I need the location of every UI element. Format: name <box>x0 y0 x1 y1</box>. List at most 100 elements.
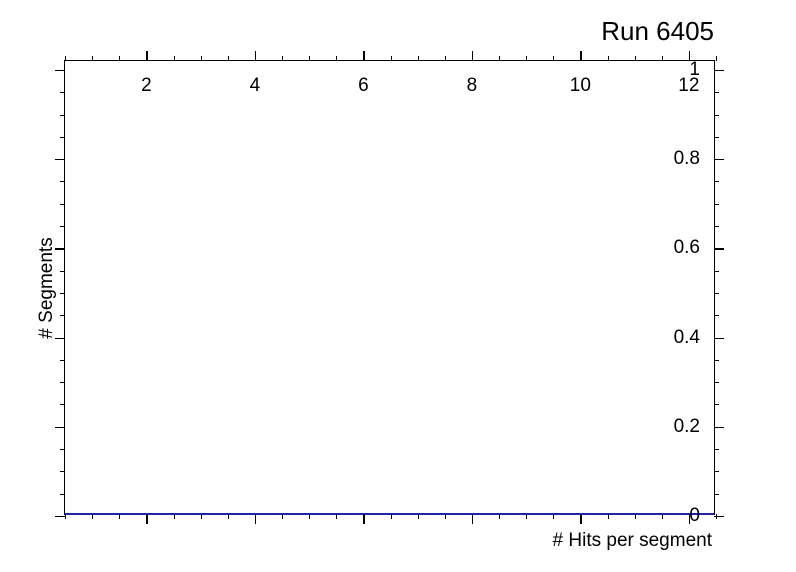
x-axis-minor-tick-top <box>716 56 717 61</box>
x-axis-major-tick <box>689 514 690 524</box>
x-axis-minor-tick <box>526 514 527 519</box>
x-axis-minor-tick <box>391 514 392 519</box>
x-axis-major-tick-top <box>255 51 256 61</box>
x-axis-minor-tick <box>635 514 636 519</box>
y-axis-major-tick-right <box>714 338 724 339</box>
y-axis-major-tick <box>55 338 65 339</box>
y-axis-minor-tick-right <box>714 382 719 383</box>
x-axis-minor-tick <box>336 514 337 519</box>
x-axis-minor-tick <box>418 514 419 519</box>
x-axis-major-tick <box>580 514 581 524</box>
y-axis-minor-tick-right <box>714 137 719 138</box>
x-axis-minor-tick-top <box>418 56 419 61</box>
x-axis-minor-tick <box>282 514 283 519</box>
y-axis-tick-label: 0.2 <box>674 416 700 438</box>
x-axis-major-tick <box>146 514 147 524</box>
chart-title: Run 6405 <box>601 16 714 47</box>
x-axis-minor-tick-top <box>228 56 229 61</box>
y-axis-minor-tick-right <box>714 494 719 495</box>
y-axis-minor-tick <box>60 449 65 450</box>
x-axis-minor-tick <box>662 514 663 519</box>
y-axis-major-tick <box>55 427 65 428</box>
y-axis-minor-tick-right <box>714 115 719 116</box>
y-axis-major-tick <box>55 516 65 517</box>
y-axis-minor-tick-right <box>714 181 719 182</box>
x-axis-minor-tick-top <box>553 56 554 61</box>
y-axis-minor-tick-right <box>714 471 719 472</box>
y-axis-minor-tick-right <box>714 404 719 405</box>
x-axis-minor-tick-top <box>65 56 66 61</box>
x-axis-minor-tick <box>716 514 717 519</box>
y-axis-minor-tick-right <box>714 271 719 272</box>
y-axis-minor-tick-right <box>714 204 719 205</box>
y-axis-major-tick-right <box>714 427 724 428</box>
x-axis-minor-tick-top <box>336 56 337 61</box>
y-axis-tick-label: 0.6 <box>674 237 700 259</box>
y-axis-minor-tick <box>60 137 65 138</box>
x-axis-minor-tick-top <box>119 56 120 61</box>
x-axis-minor-tick <box>608 514 609 519</box>
x-axis-minor-tick-top <box>92 56 93 61</box>
x-axis-minor-tick-top <box>526 56 527 61</box>
x-axis-minor-tick <box>174 514 175 519</box>
y-axis-minor-tick <box>60 92 65 93</box>
x-axis-tick-label: 8 <box>467 75 478 97</box>
y-axis-label: # Segments <box>36 237 58 338</box>
x-axis-minor-tick <box>92 514 93 519</box>
y-axis-minor-tick <box>60 382 65 383</box>
x-axis-major-tick <box>255 514 256 524</box>
x-axis-minor-tick <box>201 514 202 519</box>
x-axis-major-tick-top <box>472 51 473 61</box>
histogram-baseline <box>65 513 714 515</box>
y-axis-major-tick-right <box>714 248 724 249</box>
x-axis-tick-label: 2 <box>141 75 152 97</box>
x-axis-minor-tick <box>309 514 310 519</box>
y-axis-minor-tick <box>60 293 65 294</box>
y-axis-minor-tick <box>60 471 65 472</box>
x-axis-minor-tick-top <box>635 56 636 61</box>
y-axis-major-tick <box>55 159 65 160</box>
y-axis-minor-tick <box>60 494 65 495</box>
x-axis-tick-label: 4 <box>250 75 261 97</box>
x-axis-minor-tick <box>65 514 66 519</box>
y-axis-tick-label: 0 <box>689 505 700 527</box>
y-axis-minor-tick-right <box>714 315 719 316</box>
y-axis-minor-tick-right <box>714 92 719 93</box>
y-axis-tick-label: 0.4 <box>674 327 700 349</box>
x-axis-minor-tick-top <box>391 56 392 61</box>
x-axis-major-tick <box>472 514 473 524</box>
x-axis-major-tick <box>363 514 364 524</box>
x-axis-minor-tick-top <box>174 56 175 61</box>
x-axis-major-tick-top <box>146 51 147 61</box>
y-axis-minor-tick <box>60 271 65 272</box>
y-axis-major-tick-right <box>714 70 724 71</box>
plot-area: # Segments # Hits per segment 0 0.2 0.4 0.6… <box>64 60 715 515</box>
y-axis-minor-tick-right <box>714 293 719 294</box>
x-axis-minor-tick <box>499 514 500 519</box>
y-axis-minor-tick-right <box>714 226 719 227</box>
y-axis-minor-tick <box>60 181 65 182</box>
y-axis-major-tick <box>55 248 65 249</box>
x-axis-minor-tick-top <box>201 56 202 61</box>
x-axis-minor-tick <box>119 514 120 519</box>
x-axis-tick-label: 10 <box>570 75 591 97</box>
y-axis-minor-tick <box>60 226 65 227</box>
x-axis-minor-tick-top <box>282 56 283 61</box>
y-axis-minor-tick-right <box>714 360 719 361</box>
y-axis-minor-tick <box>60 404 65 405</box>
x-axis-major-tick-top <box>363 51 364 61</box>
y-axis-major-tick-right <box>714 159 724 160</box>
x-axis-minor-tick <box>228 514 229 519</box>
x-axis-minor-tick-top <box>309 56 310 61</box>
y-axis-tick-label: 0.8 <box>674 148 700 170</box>
x-axis-tick-label: 6 <box>358 75 369 97</box>
x-axis-label: # Hits per segment <box>553 530 712 552</box>
y-axis-minor-tick <box>60 204 65 205</box>
y-axis-minor-tick <box>60 315 65 316</box>
x-axis-minor-tick-top <box>445 56 446 61</box>
y-axis-minor-tick-right <box>714 449 719 450</box>
y-axis-minor-tick <box>60 360 65 361</box>
x-axis-major-tick-top <box>689 51 690 61</box>
x-axis-minor-tick-top <box>499 56 500 61</box>
x-axis-minor-tick <box>553 514 554 519</box>
